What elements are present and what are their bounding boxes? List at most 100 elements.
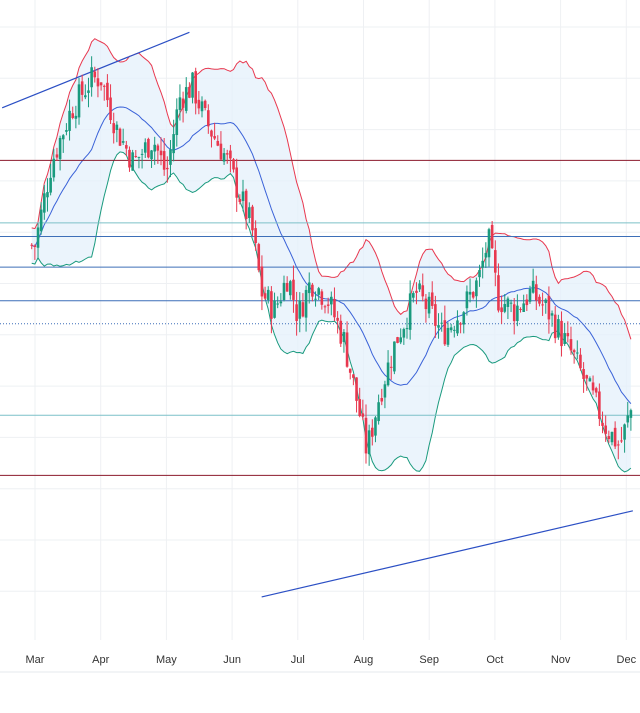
candle-body xyxy=(254,228,257,244)
candle-body xyxy=(421,285,425,297)
x-tick-label: Jul xyxy=(291,654,305,666)
candle-body xyxy=(604,425,607,434)
candle-body xyxy=(210,130,213,137)
candle-body xyxy=(620,440,623,442)
candle-body xyxy=(481,260,484,268)
candle-body xyxy=(396,337,399,343)
bollinger-bands xyxy=(31,38,632,473)
candle-body xyxy=(229,150,232,159)
candle-body xyxy=(588,378,592,382)
candle-body xyxy=(125,145,128,149)
candle-body xyxy=(487,229,491,258)
candle-body xyxy=(475,280,478,297)
candle-body xyxy=(503,303,507,312)
candle-body xyxy=(613,427,617,447)
candle-body xyxy=(87,90,90,93)
candle-body xyxy=(402,329,406,338)
candle-body xyxy=(380,398,384,402)
candle-body xyxy=(471,292,475,298)
candle-body xyxy=(607,436,611,440)
candle-body xyxy=(534,284,538,301)
candle-body xyxy=(112,123,116,134)
candle-body xyxy=(184,87,188,111)
candle-body xyxy=(320,291,324,305)
candle-body xyxy=(560,320,563,347)
candle-body xyxy=(115,124,119,130)
candle-body xyxy=(295,304,298,321)
candle-body xyxy=(235,167,238,198)
candle-body xyxy=(109,97,112,121)
candle-body xyxy=(623,424,626,440)
candle-body xyxy=(156,145,160,151)
candle-body xyxy=(260,266,264,297)
candle-body xyxy=(99,82,103,86)
horizontal-levels xyxy=(0,159,640,476)
candle-body xyxy=(285,282,289,292)
candle-body xyxy=(273,300,276,318)
x-tick-label: Jun xyxy=(223,654,241,666)
x-axis: Mar Apr May Jun Jul Aug Sep Oct Nov Dec xyxy=(26,654,637,666)
candle-body xyxy=(393,341,396,372)
candle-body xyxy=(90,67,93,88)
candle-body xyxy=(207,110,210,127)
candle-body xyxy=(181,98,185,108)
candle-body xyxy=(339,320,343,344)
candle-body xyxy=(80,81,84,95)
candle-body xyxy=(222,153,226,162)
candle-body xyxy=(412,293,415,298)
x-tick-label: Mar xyxy=(26,654,45,666)
candle-body xyxy=(377,402,380,422)
x-tick-label: Apr xyxy=(92,654,109,666)
candle-body xyxy=(36,227,40,248)
candle-body xyxy=(594,388,598,393)
candle-body xyxy=(169,149,172,165)
candle-body xyxy=(415,290,418,293)
candle-body xyxy=(506,298,510,307)
candle-body xyxy=(553,314,557,339)
candle-body xyxy=(399,337,402,343)
x-tick-label: Oct xyxy=(486,654,503,666)
candle-body xyxy=(172,134,175,154)
candle-body xyxy=(389,366,393,368)
candle-body xyxy=(43,193,46,213)
candle-body xyxy=(71,113,75,118)
candle-body xyxy=(49,177,52,193)
candle-body xyxy=(77,84,81,118)
candle-body xyxy=(175,109,179,136)
candle-body xyxy=(159,150,163,156)
candle-body xyxy=(371,427,374,437)
candle-body xyxy=(241,191,245,201)
candle-body xyxy=(427,296,431,314)
candle-body xyxy=(46,192,49,198)
candle-body xyxy=(39,209,43,232)
candle-body xyxy=(276,303,279,305)
candle-body xyxy=(541,304,544,306)
candle-body xyxy=(74,115,78,119)
candle-body xyxy=(367,430,371,455)
candle-body xyxy=(30,244,34,246)
candle-body xyxy=(150,150,153,160)
x-tick-label: Dec xyxy=(617,654,637,666)
candle-body xyxy=(629,410,633,418)
candle-body xyxy=(462,312,466,325)
candle-body xyxy=(424,298,428,310)
candle-body xyxy=(386,362,390,386)
candle-body xyxy=(194,71,198,104)
trend-line xyxy=(261,510,634,598)
candle-body xyxy=(298,300,302,319)
candle-body xyxy=(355,377,358,401)
candle-body xyxy=(440,322,443,324)
candle-body xyxy=(525,299,529,306)
candle-body xyxy=(493,250,497,273)
candle-body xyxy=(307,282,311,294)
candle-body xyxy=(500,307,503,313)
candle-body xyxy=(55,154,59,158)
candle-body xyxy=(128,149,131,168)
candle-body xyxy=(348,368,352,373)
candle-body xyxy=(408,293,412,330)
candle-body xyxy=(131,152,134,171)
candle-body xyxy=(140,153,144,155)
candle-body xyxy=(219,143,223,160)
candle-body xyxy=(166,167,169,170)
